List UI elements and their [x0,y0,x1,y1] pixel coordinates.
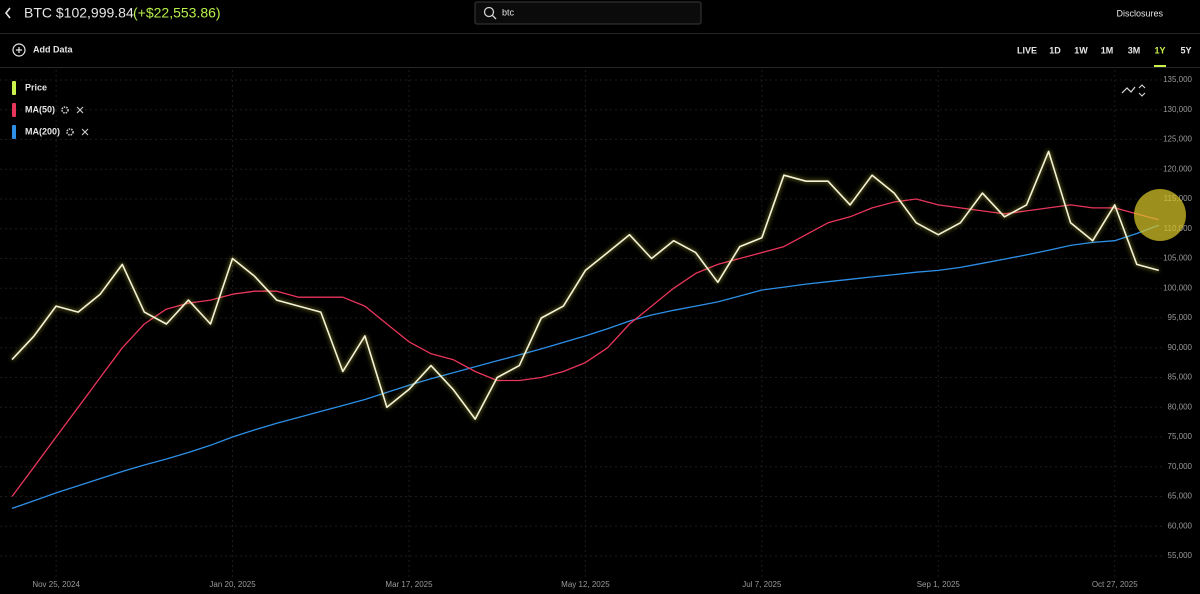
range-button[interactable]: LIVE [1017,45,1037,55]
y-tick-label: 130,000 [1163,105,1192,114]
y-tick-label: 55,000 [1168,551,1193,560]
range-button[interactable]: 1Y [1154,45,1165,55]
chart-type-icon[interactable] [1121,86,1136,94]
y-tick-label: 60,000 [1168,521,1193,530]
settings-icon[interactable] [66,128,74,136]
legend: Price MA(50) MA(200) [12,81,89,139]
price-change: (+$22,553.86) [133,5,221,21]
range-button[interactable]: 3M [1128,45,1141,55]
x-tick-label: Jan 20, 2025 [209,580,256,589]
y-tick-label: 120,000 [1163,164,1192,173]
range-button[interactable]: 1M [1101,45,1114,55]
range-selector: LIVE 1D 1W 1M 3M 1Y 5Y [1017,45,1192,67]
series-line [11,150,1160,420]
x-tick-label: Jul 7, 2025 [742,580,782,589]
y-tick-label: 135,000 [1163,75,1192,84]
y-tick-label: 75,000 [1168,432,1193,441]
search-text[interactable]: btc [502,7,515,17]
remove-icon[interactable] [81,128,89,136]
x-tick-label: Sep 1, 2025 [917,580,961,589]
y-tick-label: 65,000 [1168,492,1193,501]
back-button[interactable] [4,7,11,19]
legend-label: MA(50) [25,104,55,114]
y-tick-label: 85,000 [1168,373,1193,382]
x-tick-label: Mar 17, 2025 [385,580,433,589]
y-tick-label: 105,000 [1163,254,1192,263]
range-button[interactable]: 1D [1049,45,1061,55]
y-tick-label: 90,000 [1168,343,1193,352]
x-tick-label: Oct 27, 2025 [1092,580,1138,589]
add-data-icon[interactable] [12,43,26,57]
legend-swatch [12,103,16,117]
y-tick-label: 125,000 [1163,135,1192,144]
series-line [11,224,1160,510]
x-tick-label: May 12, 2025 [561,580,610,589]
remove-icon[interactable] [76,106,84,114]
y-tick-label: 80,000 [1168,402,1193,411]
series-line [11,198,1159,497]
search-icon [492,15,497,20]
symbol-price: BTC $102,999.84 [24,5,134,21]
y-tick-label: 70,000 [1168,462,1193,471]
y-tick-label: 100,000 [1163,283,1192,292]
search-box[interactable] [474,1,702,25]
add-data-icon [16,47,22,53]
range-button[interactable]: 5Y [1180,45,1191,55]
search-icon [483,6,495,18]
legend-swatch [12,125,16,139]
legend-swatch [12,81,16,95]
settings-icon[interactable] [61,106,69,114]
y-tick-label: 95,000 [1168,313,1193,322]
legend-label: Price [25,82,47,92]
legend-label: MA(200) [25,126,60,136]
disclosures-link[interactable]: Disclosures [1116,8,1163,18]
add-data-button[interactable]: Add Data [33,44,73,54]
x-tick-label: Nov 25, 2024 [32,580,80,589]
chart-type-toggle[interactable] [1138,84,1146,97]
highlight-circle [1134,189,1186,241]
range-button[interactable]: 1W [1074,45,1088,55]
